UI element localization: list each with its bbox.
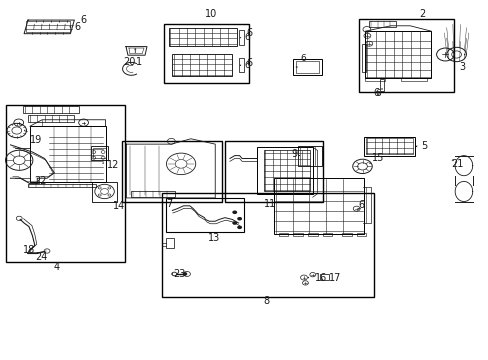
Text: 16: 16 <box>314 273 326 283</box>
Bar <box>91 146 108 160</box>
Bar <box>400 78 427 81</box>
Circle shape <box>237 217 242 221</box>
Bar <box>92 182 117 202</box>
Bar <box>278 233 288 235</box>
Text: 1: 1 <box>136 57 142 67</box>
Text: 22: 22 <box>34 176 46 186</box>
Circle shape <box>183 273 186 275</box>
Bar <box>256 147 312 194</box>
Text: 21: 21 <box>451 159 463 169</box>
Text: 6: 6 <box>245 28 252 38</box>
Text: 8: 8 <box>263 296 268 306</box>
Bar <box>166 198 244 232</box>
Bar <box>168 28 237 45</box>
Bar <box>238 31 243 45</box>
Bar <box>341 233 351 235</box>
Text: 13: 13 <box>208 233 220 243</box>
Bar <box>131 191 175 197</box>
Text: 2: 2 <box>419 9 425 19</box>
Text: 19: 19 <box>30 135 42 145</box>
Bar <box>295 60 319 73</box>
Text: 5: 5 <box>421 141 427 151</box>
Text: 3: 3 <box>458 62 464 72</box>
Bar <box>22 106 79 113</box>
Text: 6: 6 <box>80 15 86 26</box>
Bar <box>307 233 317 235</box>
Text: 15: 15 <box>371 153 384 163</box>
Bar <box>27 184 96 187</box>
Text: 4: 4 <box>54 262 60 272</box>
Text: 6: 6 <box>300 54 305 63</box>
Text: 18: 18 <box>22 245 35 255</box>
Text: 6: 6 <box>372 88 378 98</box>
Bar <box>122 140 221 202</box>
Text: 14: 14 <box>113 201 125 211</box>
Text: 12: 12 <box>107 159 119 170</box>
Text: 7: 7 <box>165 199 172 210</box>
Bar <box>26 22 70 32</box>
Text: 23: 23 <box>172 269 185 279</box>
Bar <box>5 105 125 262</box>
Text: 20: 20 <box>123 57 136 67</box>
Bar <box>172 54 231 76</box>
Bar <box>264 149 310 191</box>
Bar <box>27 116 74 122</box>
Text: 11: 11 <box>263 199 275 210</box>
Circle shape <box>232 221 237 225</box>
Bar <box>365 138 412 154</box>
Bar <box>379 78 383 91</box>
Text: 6: 6 <box>244 33 250 42</box>
Bar <box>293 59 321 75</box>
Text: 6: 6 <box>375 89 381 98</box>
Bar <box>224 140 322 202</box>
Bar <box>30 126 105 182</box>
Text: 10: 10 <box>205 9 217 19</box>
Text: 6: 6 <box>245 58 252 68</box>
Bar <box>298 146 321 166</box>
Text: 6: 6 <box>244 61 250 70</box>
Bar <box>238 58 243 72</box>
Text: 6: 6 <box>357 200 364 210</box>
Bar <box>368 21 395 27</box>
Bar <box>161 193 373 297</box>
Text: 9: 9 <box>291 149 297 159</box>
Bar <box>365 78 384 81</box>
Text: 6: 6 <box>75 22 81 32</box>
Bar <box>322 233 331 235</box>
Circle shape <box>232 211 237 214</box>
Text: 24: 24 <box>35 252 47 262</box>
Bar <box>361 44 366 72</box>
Bar <box>163 24 249 83</box>
Circle shape <box>237 226 242 229</box>
Text: 17: 17 <box>329 273 341 283</box>
Bar <box>320 274 328 280</box>
Bar <box>273 178 363 234</box>
Bar <box>356 233 366 235</box>
Bar <box>293 233 303 235</box>
Bar <box>93 148 105 158</box>
Bar <box>363 137 414 156</box>
Bar <box>365 31 430 78</box>
Bar <box>165 238 174 248</box>
Bar <box>358 19 453 92</box>
